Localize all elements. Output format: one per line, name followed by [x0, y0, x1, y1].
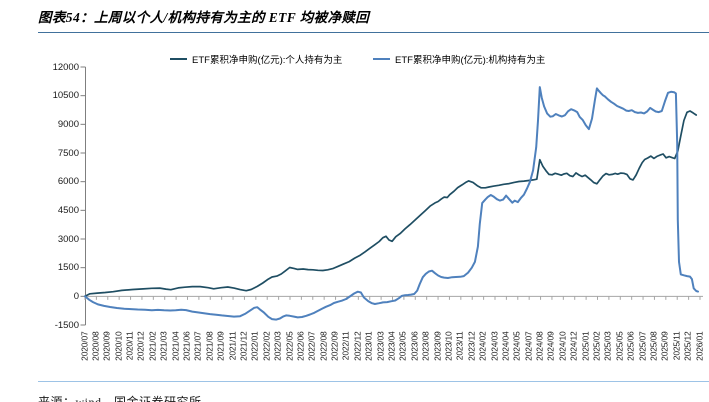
x-axis-label: 2023/10	[443, 331, 454, 361]
x-axis-label: 2025/06	[625, 331, 636, 361]
x-axis-label: 2023/08	[420, 331, 431, 361]
x-axis-label: 2025/01	[580, 331, 591, 361]
title-divider	[38, 32, 709, 33]
x-axis-label: 2021/07	[192, 331, 203, 361]
x-axis-label: 2021/12	[238, 331, 249, 361]
x-axis-label: 2022/02	[261, 331, 272, 361]
x-axis-label: 2022/12	[352, 331, 363, 361]
y-axis-label: 0	[73, 290, 79, 302]
legend-line-swatch-personal	[170, 57, 187, 61]
x-axis-label: 2022/11	[340, 331, 351, 361]
x-axis-label: 2022/03	[272, 331, 283, 361]
y-axis-label: 3000	[57, 233, 79, 245]
x-axis-label: 2022/05	[284, 331, 294, 361]
y-axis-label: 1500	[57, 262, 79, 274]
x-axis-label: 2024/02	[477, 331, 488, 361]
y-axis-label: -1500	[54, 319, 79, 331]
x-axis-label: 2026/01	[694, 331, 704, 361]
x-axis-label: 2025/11	[671, 331, 682, 361]
x-axis-label: 2024/09	[545, 331, 556, 361]
y-axis-label: 12000	[52, 61, 79, 73]
x-axis-label: 2025/05	[614, 331, 625, 361]
x-axis-label: 2022/06	[295, 331, 306, 361]
legend-label-institutional: ETF累积净申购(亿元):机构持有为主	[395, 55, 546, 66]
y-axis-label: 9000	[57, 118, 79, 130]
x-axis-label: 2023/04	[386, 331, 397, 361]
x-axis-label: 2020/10	[113, 331, 124, 361]
legend-label-personal: ETF累积净申购(亿元):个人持有为主	[192, 55, 343, 66]
x-axis-label: 2023/09	[432, 331, 443, 361]
x-axis-label: 2024/12	[568, 331, 579, 361]
x-axis-label: 2023/03	[375, 331, 386, 361]
series-line-institutional	[84, 86, 699, 321]
x-axis-label: 2025/12	[682, 331, 693, 361]
x-axis-label: 2025/08	[648, 331, 659, 361]
x-axis-label: 2020/08	[90, 331, 101, 361]
x-axis-label: 2024/03	[489, 331, 499, 361]
x-axis-label: 2025/09	[659, 331, 670, 361]
figure-title: 图表54：上周以个人/机构持有为主的 ETF 均被净赎回	[38, 10, 370, 25]
legend-item-personal: ETF累积净申购(亿元):个人持有为主	[170, 53, 343, 66]
x-axis-label: 2024/05	[511, 331, 522, 361]
x-axis-label: 2022/01	[249, 331, 260, 361]
x-axis-label: 2020/12	[135, 331, 146, 361]
x-axis-label: 2024/04	[500, 331, 511, 361]
y-axis-label: 7500	[57, 147, 79, 159]
x-axis-label: 2024/07	[523, 331, 534, 361]
x-axis-label: 2023/05	[397, 331, 408, 361]
footer-divider	[38, 381, 709, 382]
x-axis-label: 2025/07	[637, 331, 648, 361]
x-axis-label: 2020/07	[79, 331, 89, 361]
x-axis-label: 2021/04	[170, 331, 181, 361]
x-axis-label: 2021/02	[147, 331, 158, 361]
y-axis-label: 10500	[52, 90, 79, 102]
legend-line-swatch-institutional	[373, 57, 390, 61]
source-note: 来源：wind，国金证券研究所	[38, 395, 202, 402]
x-axis-label: 2022/07	[306, 331, 317, 361]
x-axis-label: 2023/12	[466, 331, 477, 361]
x-axis-label: 2020/11	[124, 331, 135, 361]
x-axis-label: 2021/08	[204, 331, 215, 361]
x-axis-label: 2021/06	[181, 331, 192, 361]
y-axis-label: 6000	[57, 176, 79, 188]
x-axis-label: 2021/11	[227, 331, 238, 361]
x-axis-label: 2024/08	[534, 331, 545, 361]
x-axis-label: 2025/03	[602, 331, 613, 361]
x-axis-label: 2020/09	[101, 331, 112, 361]
series-line-personal	[84, 110, 698, 298]
x-axis-label: 2022/08	[318, 331, 329, 361]
x-axis-label: 2023/06	[409, 331, 420, 361]
x-axis-label: 2023/11	[454, 331, 465, 361]
x-axis-label: 2022/09	[329, 331, 340, 361]
x-axis-label: 2021/09	[215, 331, 226, 361]
y-axis-label: 4500	[57, 204, 79, 216]
legend-item-institutional: ETF累积净申购(亿元):机构持有为主	[373, 53, 546, 66]
x-axis-label: 2023/01	[363, 331, 374, 361]
x-axis-label: 2025/02	[591, 331, 602, 361]
x-axis-label: 2024/10	[557, 331, 568, 361]
x-axis-label: 2021/03	[158, 331, 169, 361]
